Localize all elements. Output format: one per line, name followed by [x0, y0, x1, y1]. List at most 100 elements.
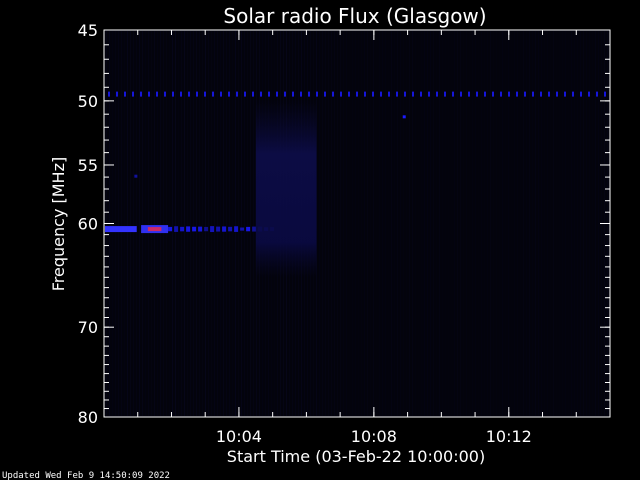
band-dash: [596, 91, 598, 97]
band-dash: [436, 91, 438, 97]
texture-streak: [172, 31, 173, 416]
band-dash: [372, 91, 374, 97]
x-tick-label: 10:12: [486, 427, 532, 446]
texture-streak: [238, 31, 239, 416]
band-dash: [236, 91, 238, 97]
texture-streak: [502, 31, 503, 416]
texture-streak: [448, 31, 449, 416]
band-blip: [134, 174, 138, 178]
band-dash: [180, 91, 182, 97]
band-dash: [356, 91, 358, 97]
band-dash: [228, 226, 233, 232]
texture-streak: [379, 31, 380, 416]
band-dash: [164, 91, 166, 97]
texture-streak: [196, 31, 197, 416]
texture-streak: [580, 31, 581, 416]
texture-streak: [370, 31, 371, 416]
interference-band-49-5mhz: [108, 91, 606, 97]
band-segment: [105, 226, 137, 233]
texture-streak: [487, 31, 488, 416]
band-dash: [234, 226, 239, 232]
band-dash: [548, 91, 550, 97]
spectrogram-features: [105, 91, 606, 278]
texture-streak: [187, 31, 188, 416]
texture-streak: [229, 31, 230, 416]
texture-streak: [496, 31, 497, 416]
texture-streak: [211, 31, 212, 416]
texture-streak: [163, 31, 164, 416]
band-dash: [216, 226, 221, 232]
texture-streak: [397, 31, 398, 416]
texture-streak: [469, 31, 470, 416]
texture-streak: [565, 31, 566, 416]
texture-streak: [442, 31, 443, 416]
y-tick-label: 70: [78, 318, 98, 337]
band-dash: [292, 91, 294, 97]
texture-streak: [571, 31, 572, 416]
texture-streak: [322, 31, 323, 416]
band-dash: [564, 91, 566, 97]
band-dash: [124, 91, 126, 97]
texture-streak: [364, 31, 365, 416]
texture-streak: [454, 31, 455, 416]
texture-streak: [514, 31, 515, 416]
texture-streak: [517, 31, 518, 416]
texture-streak: [382, 31, 383, 416]
band-dash: [588, 91, 590, 97]
texture-streak: [175, 31, 176, 416]
band-dash: [140, 91, 142, 97]
band-dash: [268, 91, 270, 97]
texture-streak: [394, 31, 395, 416]
texture-streak: [235, 31, 236, 416]
band-dash: [428, 91, 430, 97]
band-dash: [412, 91, 414, 97]
texture-streak: [475, 31, 476, 416]
texture-streak: [325, 31, 326, 416]
texture-streak: [319, 31, 320, 416]
texture-streak: [523, 31, 524, 416]
texture-streak: [355, 31, 356, 416]
band-dash: [532, 91, 534, 97]
texture-streak: [595, 31, 596, 416]
texture-streak: [583, 31, 584, 416]
signal-point: [402, 115, 406, 119]
band-dash: [556, 91, 558, 97]
texture-streak: [391, 31, 392, 416]
texture-streak: [151, 31, 152, 416]
band-dash: [222, 226, 227, 232]
texture-streak: [253, 31, 254, 416]
texture-streak: [244, 31, 245, 416]
band-dash: [192, 226, 197, 232]
texture-streak: [544, 31, 545, 416]
band-dash: [284, 91, 286, 97]
band-dash: [500, 91, 502, 97]
texture-streak: [127, 31, 128, 416]
texture-streak: [481, 31, 482, 416]
band-dash: [174, 226, 179, 232]
texture-streak: [343, 31, 344, 416]
texture-streak: [142, 31, 143, 416]
band-dash: [156, 91, 158, 97]
texture-streak: [157, 31, 158, 416]
texture-streak: [166, 31, 167, 416]
band-dash: [324, 91, 326, 97]
band-dash: [580, 91, 582, 97]
band-dash: [572, 91, 574, 97]
texture-streak: [202, 31, 203, 416]
texture-streak: [424, 31, 425, 416]
band-dash: [604, 91, 606, 97]
texture-streak: [406, 31, 407, 416]
band-dash: [148, 91, 150, 97]
texture-streak: [463, 31, 464, 416]
texture-streak: [223, 31, 224, 416]
texture-streak: [493, 31, 494, 416]
band-dash: [516, 91, 518, 97]
texture-streak: [178, 31, 179, 416]
band-dash: [540, 91, 542, 97]
texture-streak: [403, 31, 404, 416]
texture-streak: [400, 31, 401, 416]
plot-background: [104, 30, 610, 417]
band-dash: [244, 91, 246, 97]
band-dash: [204, 91, 206, 97]
